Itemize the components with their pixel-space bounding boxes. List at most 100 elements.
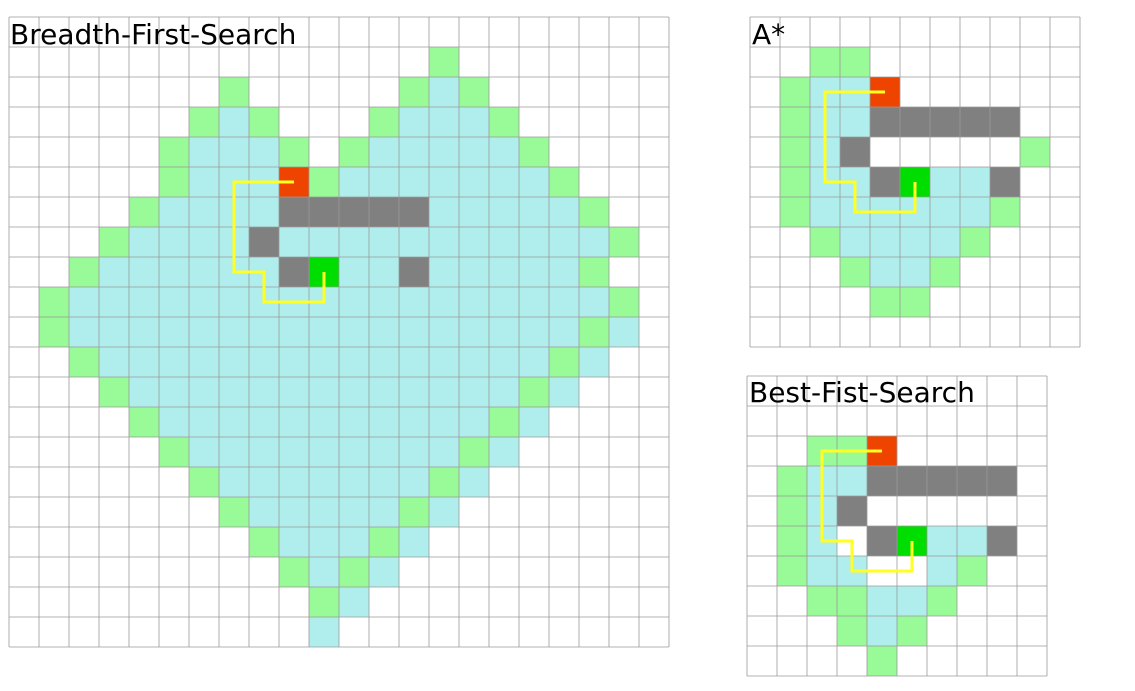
visited-cell — [309, 347, 339, 377]
visited-cell — [159, 377, 189, 407]
visited-cell — [249, 437, 279, 467]
visited-cell — [309, 227, 339, 257]
visited-cell — [339, 257, 369, 287]
visited-cell — [429, 227, 459, 257]
visited-cell — [489, 287, 519, 317]
visited-cell — [459, 107, 489, 137]
visited-cell — [837, 466, 867, 496]
visited-cell — [279, 437, 309, 467]
visited-cell — [579, 347, 609, 377]
frontier-cell — [930, 257, 960, 287]
visited-cell — [189, 287, 219, 317]
visited-cell — [129, 317, 159, 347]
frontier-cell — [129, 407, 159, 437]
visited-cell — [339, 227, 369, 257]
visited-cell — [519, 287, 549, 317]
wall-cell — [900, 107, 930, 137]
visited-cell — [897, 586, 927, 616]
visited-cell — [519, 317, 549, 347]
visited-cell — [519, 197, 549, 227]
frontier-cell — [549, 347, 579, 377]
visited-cell — [309, 317, 339, 347]
visited-cell — [579, 227, 609, 257]
visited-cell — [429, 197, 459, 227]
visited-cell — [930, 227, 960, 257]
visited-cell — [339, 407, 369, 437]
visited-cell — [339, 347, 369, 377]
visited-cell — [900, 227, 930, 257]
frontier-cell — [837, 586, 867, 616]
visited-cell — [249, 137, 279, 167]
frontier-cell — [519, 137, 549, 167]
visited-cell — [459, 227, 489, 257]
visited-cell — [369, 257, 399, 287]
frontier-cell — [777, 526, 807, 556]
visited-cell — [219, 287, 249, 317]
wall-cell — [279, 257, 309, 287]
visited-cell — [339, 317, 369, 347]
visited-cell — [489, 197, 519, 227]
frontier-cell — [99, 227, 129, 257]
wall-cell — [399, 197, 429, 227]
visited-cell — [219, 317, 249, 347]
visited-cell — [867, 616, 897, 646]
wall-cell — [927, 466, 957, 496]
wall-cell — [957, 466, 987, 496]
visited-cell — [489, 167, 519, 197]
visited-cell — [549, 317, 579, 347]
frontier-cell — [807, 586, 837, 616]
visited-cell — [129, 257, 159, 287]
frontier-cell — [489, 107, 519, 137]
frontier-cell — [960, 227, 990, 257]
frontier-cell — [810, 227, 840, 257]
frontier-cell — [249, 527, 279, 557]
visited-cell — [219, 137, 249, 167]
frontier-cell — [309, 167, 339, 197]
visited-cell — [69, 287, 99, 317]
visited-cell — [459, 257, 489, 287]
visited-cell — [930, 167, 960, 197]
visited-cell — [159, 317, 189, 347]
visited-cell — [459, 407, 489, 437]
visited-cell — [309, 617, 339, 647]
visited-cell — [489, 317, 519, 347]
visited-cell — [129, 377, 159, 407]
visited-cell — [489, 257, 519, 287]
visited-cell — [339, 437, 369, 467]
visited-cell — [99, 347, 129, 377]
wall-cell — [369, 197, 399, 227]
visited-cell — [459, 137, 489, 167]
astar-panel: A* — [749, 16, 1081, 348]
visited-cell — [279, 527, 309, 557]
frontier-cell — [609, 287, 639, 317]
frontier-cell — [957, 556, 987, 586]
visited-cell — [159, 407, 189, 437]
visited-cell — [159, 227, 189, 257]
best-first-path-line — [820, 449, 914, 573]
frontier-cell — [399, 497, 429, 527]
visited-cell — [249, 377, 279, 407]
visited-cell — [957, 526, 987, 556]
visited-cell — [549, 197, 579, 227]
frontier-cell — [780, 137, 810, 167]
visited-cell — [369, 287, 399, 317]
visited-cell — [960, 167, 990, 197]
visited-cell — [399, 167, 429, 197]
visited-cell — [309, 527, 339, 557]
visited-cell — [309, 437, 339, 467]
visited-cell — [369, 167, 399, 197]
visited-cell — [399, 227, 429, 257]
frontier-cell — [519, 377, 549, 407]
visited-cell — [429, 107, 459, 137]
visited-cell — [519, 167, 549, 197]
visited-cell — [459, 317, 489, 347]
best-first-grid-lines — [746, 375, 1048, 677]
visited-cell — [369, 377, 399, 407]
wall-cell — [279, 197, 309, 227]
wall-cell — [990, 167, 1020, 197]
frontier-cell — [777, 556, 807, 586]
bfs-title: Breadth-First-Search — [10, 18, 296, 51]
visited-cell — [429, 497, 459, 527]
visited-cell — [339, 377, 369, 407]
